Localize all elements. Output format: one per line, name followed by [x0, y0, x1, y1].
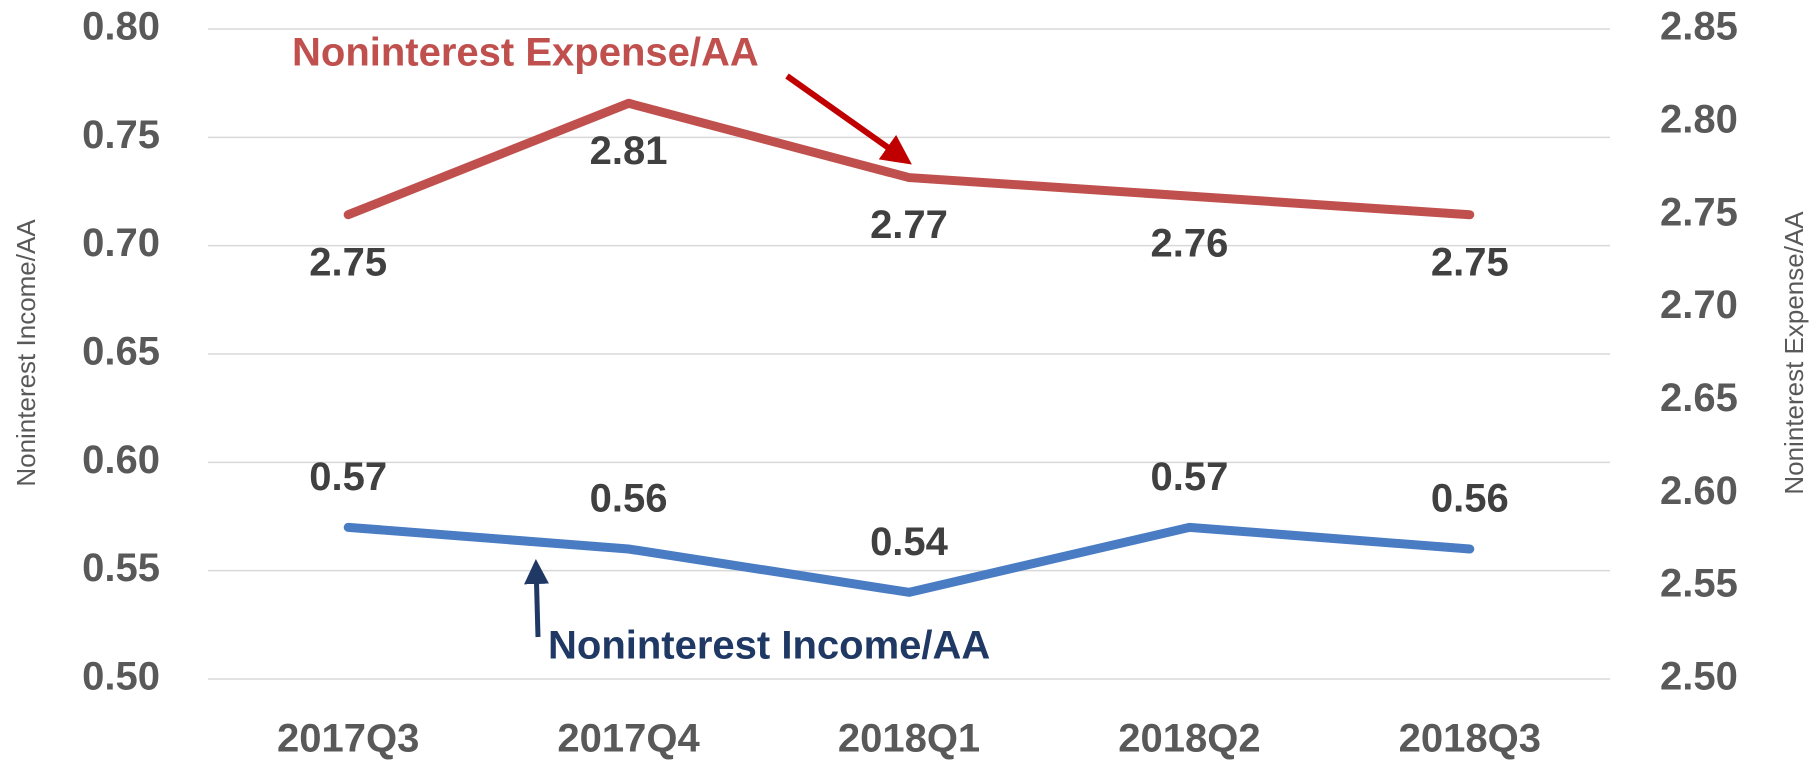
y2-tick-label: 2.50 [1660, 655, 1738, 699]
annotation-arrow [785, 73, 912, 165]
data-label: 0.56 [1431, 477, 1509, 521]
data-label: 0.54 [870, 520, 949, 564]
y2-tick-label: 2.65 [1660, 376, 1738, 420]
annotation-arrow [524, 559, 550, 638]
x-tick-label: 2018Q3 [1399, 717, 1541, 761]
series-annotation: Noninterest Income/AA [548, 624, 990, 668]
y2-axis-title: Noninterest Expense/AA [1779, 211, 1809, 495]
x-tick-label: 2018Q1 [838, 717, 980, 761]
data-label: 2.77 [870, 203, 948, 247]
y2-tick-label: 2.75 [1660, 190, 1738, 234]
series-line [343, 98, 1475, 220]
y-tick-label: 0.55 [82, 546, 160, 590]
data-label: 0.57 [309, 455, 387, 499]
y-tick-label: 0.75 [82, 113, 160, 157]
data-label: 2.75 [1431, 240, 1509, 284]
y-tick-label: 0.65 [82, 330, 160, 374]
y-tick-label: 0.80 [82, 5, 160, 49]
data-label: 2.76 [1150, 222, 1228, 266]
x-tick-label: 2018Q2 [1118, 717, 1260, 761]
y2-tick-label: 2.55 [1660, 562, 1738, 606]
y2-tick-label: 2.70 [1660, 283, 1738, 327]
y-tick-label: 0.70 [82, 221, 160, 265]
y2-tick-label: 2.80 [1660, 97, 1738, 141]
y-axis-title: Noninterest Income/AA [11, 219, 41, 487]
series-line [343, 522, 1475, 597]
y2-tick-label: 2.60 [1660, 469, 1738, 513]
data-label: 0.56 [590, 477, 668, 521]
x-tick-label: 2017Q3 [277, 717, 419, 761]
data-label: 2.75 [309, 240, 387, 284]
y-tick-label: 0.50 [82, 655, 160, 699]
x-tick-label: 2017Q4 [557, 717, 700, 761]
y2-tick-label: 2.85 [1660, 5, 1738, 49]
series-annotation: Noninterest Expense/AA [292, 31, 759, 75]
y-tick-label: 0.60 [82, 438, 160, 482]
data-label: 2.81 [590, 129, 668, 173]
data-label: 0.57 [1150, 455, 1228, 499]
